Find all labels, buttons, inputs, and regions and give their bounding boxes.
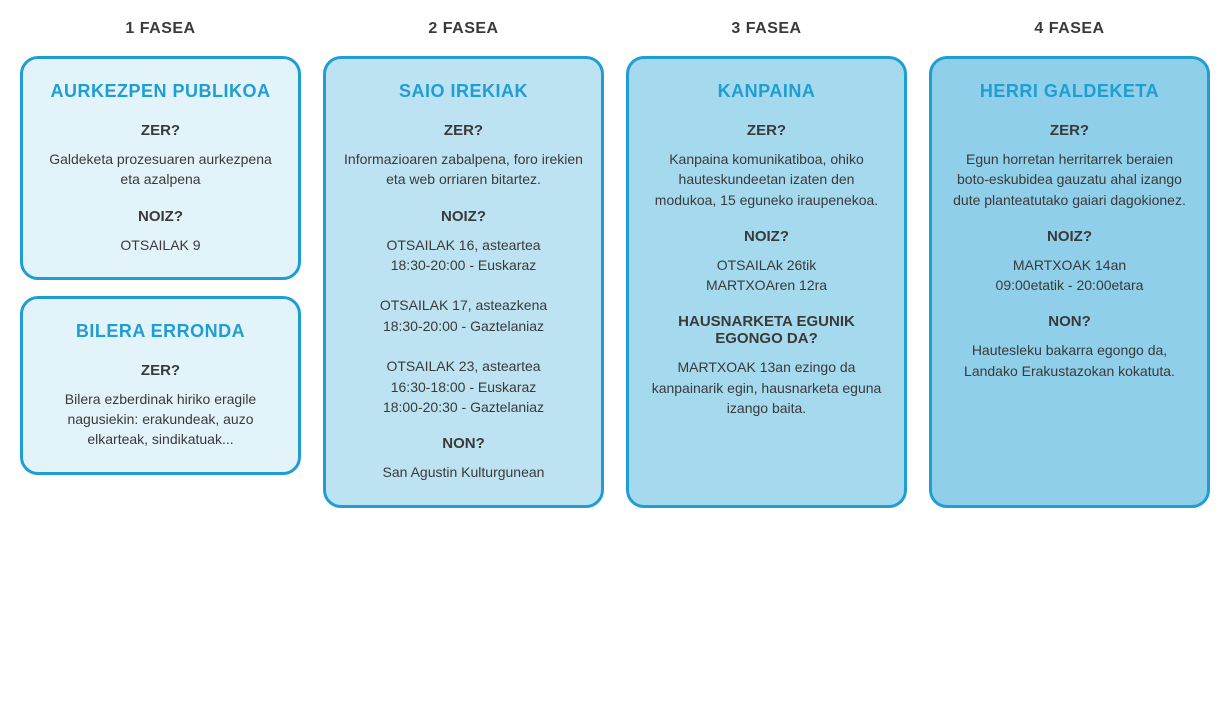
section-question: ZER? bbox=[41, 362, 280, 379]
section-question: ZER? bbox=[950, 122, 1189, 139]
section-answer: Hautesleku bakarra egongo da, Landako Er… bbox=[950, 340, 1189, 381]
card-title: BILERA ERRONDA bbox=[41, 321, 280, 342]
section-question: NOIZ? bbox=[950, 228, 1189, 245]
section-answer: Informazioaren zabalpena, foro irekien e… bbox=[344, 149, 583, 190]
card-section: NON? Hautesleku bakarra egongo da, Landak… bbox=[950, 313, 1189, 381]
section-question: NON? bbox=[344, 435, 583, 452]
card-title: KANPAINA bbox=[647, 81, 886, 102]
section-answer: OTSAILAk 26tik MARTXOAren 12ra bbox=[647, 255, 886, 296]
phase-column: 3 FASEA KANPAINA ZER? Kanpaina komunikatibo… bbox=[626, 20, 907, 508]
phases-row: 1 FASEA AURKEZPEN PUBLIKOA ZER? Galdeketa p… bbox=[20, 20, 1210, 508]
phase-heading: 2 FASEA bbox=[323, 20, 604, 38]
section-question: HAUSNARKETA EGUNIK EGONGO DA? bbox=[647, 313, 886, 347]
section-answer: San Agustin Kulturgunean bbox=[344, 462, 583, 482]
phase-column: 4 FASEA HERRI GALDEKETA ZER? Egun horretan … bbox=[929, 20, 1210, 508]
phase-heading: 4 FASEA bbox=[929, 20, 1210, 38]
section-answer: Kanpaina komunikatiboa, ohiko hauteskund… bbox=[647, 149, 886, 210]
card-section: HAUSNARKETA EGUNIK EGONGO DA? MARTXOAK 13… bbox=[647, 313, 886, 418]
section-question: NOIZ? bbox=[647, 228, 886, 245]
phase-heading: 3 FASEA bbox=[626, 20, 907, 38]
section-question: NOIZ? bbox=[41, 208, 280, 225]
card-section: ZER? Egun horretan herritarrek beraien bo… bbox=[950, 122, 1189, 210]
card-section: NOIZ? OTSAILAK 16, asteartea 18:30-20:00 … bbox=[344, 208, 583, 418]
phase-heading: 1 FASEA bbox=[20, 20, 301, 38]
card-section: NOIZ? OTSAILAk 26tik MARTXOAren 12ra bbox=[647, 228, 886, 296]
cards-stack: AURKEZPEN PUBLIKOA ZER? Galdeketa prozesua… bbox=[20, 56, 301, 508]
phase-card: KANPAINA ZER? Kanpaina komunikatiboa, ohik… bbox=[626, 56, 907, 508]
section-question: NON? bbox=[950, 313, 1189, 330]
card-section: ZER? Informazioaren zabalpena, foro ireki… bbox=[344, 122, 583, 190]
card-title: SAIO IREKIAK bbox=[344, 81, 583, 102]
phase-card: SAIO IREKIAK ZER? Informazioaren zabalpena… bbox=[323, 56, 604, 508]
card-section: NOIZ? MARTXOAK 14an 09:00etatik - 20:00et… bbox=[950, 228, 1189, 296]
phase-card: AURKEZPEN PUBLIKOA ZER? Galdeketa prozesua… bbox=[20, 56, 301, 280]
card-title: HERRI GALDEKETA bbox=[950, 81, 1189, 102]
cards-stack: KANPAINA ZER? Kanpaina komunikatiboa, ohik… bbox=[626, 56, 907, 508]
section-answer: MARTXOAK 14an 09:00etatik - 20:00etara bbox=[950, 255, 1189, 296]
card-section: NOIZ? OTSAILAK 9 bbox=[41, 208, 280, 255]
section-question: ZER? bbox=[41, 122, 280, 139]
cards-stack: HERRI GALDEKETA ZER? Egun horretan herrita… bbox=[929, 56, 1210, 508]
card-section: NON? San Agustin Kulturgunean bbox=[344, 435, 583, 482]
phase-card: BILERA ERRONDA ZER? Bilera ezberdinak hiri… bbox=[20, 296, 301, 475]
card-title: AURKEZPEN PUBLIKOA bbox=[41, 81, 280, 102]
section-answer: Bilera ezberdinak hiriko eragile nagusie… bbox=[41, 389, 280, 450]
card-section: ZER? Bilera ezberdinak hiriko eragile nag… bbox=[41, 362, 280, 450]
section-answer: Egun horretan herritarrek beraien boto-e… bbox=[950, 149, 1189, 210]
section-answer: OTSAILAK 9 bbox=[41, 235, 280, 255]
card-section: ZER? Galdeketa prozesuaren aurkezpena eta… bbox=[41, 122, 280, 190]
phase-column: 2 FASEA SAIO IREKIAK ZER? Informazioaren za… bbox=[323, 20, 604, 508]
card-section: ZER? Kanpaina komunikatiboa, ohiko hautes… bbox=[647, 122, 886, 210]
section-answer: OTSAILAK 16, asteartea 18:30-20:00 - Eus… bbox=[344, 235, 583, 418]
phase-card: HERRI GALDEKETA ZER? Egun horretan herrita… bbox=[929, 56, 1210, 508]
section-question: ZER? bbox=[647, 122, 886, 139]
section-question: ZER? bbox=[344, 122, 583, 139]
section-answer: MARTXOAK 13an ezingo da kanpainarik egin… bbox=[647, 357, 886, 418]
cards-stack: SAIO IREKIAK ZER? Informazioaren zabalpena… bbox=[323, 56, 604, 508]
section-question: NOIZ? bbox=[344, 208, 583, 225]
phase-column: 1 FASEA AURKEZPEN PUBLIKOA ZER? Galdeketa p… bbox=[20, 20, 301, 508]
section-answer: Galdeketa prozesuaren aurkezpena eta aza… bbox=[41, 149, 280, 190]
